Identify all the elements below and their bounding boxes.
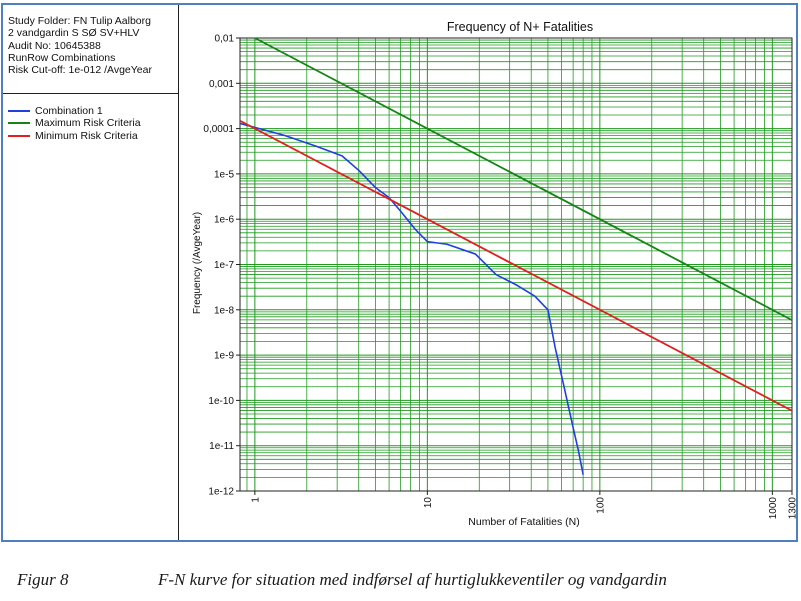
study-info: Study Folder: FN Tulip Aalborg 2 vandgar… <box>8 15 178 76</box>
y-tick-label: 0,01 <box>215 34 235 45</box>
y-axis-label: Frequency (/AvgeYear) <box>192 212 203 314</box>
legend-swatch-combination <box>8 110 30 113</box>
series-layer <box>239 37 793 475</box>
legend-item-combination: Combination 1 <box>8 105 141 117</box>
x-tick-label: 10 <box>423 497 434 509</box>
legend-item-maximum: Maximum Risk Criteria <box>8 117 141 129</box>
grid-layer <box>240 38 792 492</box>
legend-item-minimum: Minimum Risk Criteria <box>8 130 141 142</box>
y-tick-label: 1e-12 <box>208 487 234 498</box>
run-row-line: RunRow Combinations <box>8 51 116 64</box>
y-tick-label: 1e-10 <box>208 396 234 407</box>
caption-text: F-N kurve for situation med indførsel af… <box>158 570 667 589</box>
series-maximum-risk <box>254 37 793 321</box>
legend-label-maximum: Maximum Risk Criteria <box>35 117 141 130</box>
y-tick-label: 1e-5 <box>214 169 234 180</box>
x-tick-label: 1000 <box>768 497 779 520</box>
figure-frame <box>1 3 798 542</box>
x-tick-label: 1300 <box>788 497 798 520</box>
y-tick-label: 0,0001 <box>203 124 234 135</box>
audit-number-line: Audit No: 10645388 <box>8 39 101 52</box>
legend-label-minimum: Minimum Risk Criteria <box>35 129 138 142</box>
caption-label: Figur 8 <box>17 570 69 589</box>
legend-swatch-minimum <box>8 134 30 137</box>
scenario-line: 2 vandgardin S SØ SV+HLV <box>8 27 140 40</box>
info-panel: Study Folder: FN Tulip Aalborg 2 vandgar… <box>3 5 179 540</box>
y-tick-label: 0,001 <box>209 79 234 90</box>
x-tick-label: 100 <box>595 497 606 514</box>
risk-cutoff-line: Risk Cut-off: 1e-012 /AvgeYear <box>8 64 152 77</box>
x-axis-ticks: 1 10 100 1000 1300 <box>250 491 797 519</box>
fn-curve-chart: Frequency of N+ Fatalities 0,01 0,001 0,00… <box>192 20 797 528</box>
legend-swatch-maximum <box>8 122 30 125</box>
legend-label-combination: Combination 1 <box>35 105 103 117</box>
y-tick-label: 1e-8 <box>214 305 234 316</box>
series-combination-1 <box>239 122 584 475</box>
chart-title: Frequency of N+ Fatalities <box>447 20 593 34</box>
y-tick-label: 1e-7 <box>214 260 234 271</box>
y-tick-label: 1e-9 <box>214 351 234 362</box>
y-tick-label: 1e-11 <box>209 441 234 452</box>
series-minimum-risk <box>239 119 793 412</box>
x-axis-label: Number of Fatalities (N) <box>468 516 579 528</box>
y-tick-label: 1e-6 <box>214 215 234 226</box>
y-axis-ticks: 0,01 0,001 0,0001 1e-5 1e-6 1e-7 1e-8 1e-9 1e-10… <box>203 34 240 498</box>
study-folder-line: Study Folder: FN Tulip Aalborg <box>8 15 151 27</box>
x-tick-label: 1 <box>250 497 261 503</box>
info-separator <box>3 93 179 94</box>
chart-legend: Combination 1 Maximum Risk Criteria Mini… <box>8 105 141 142</box>
